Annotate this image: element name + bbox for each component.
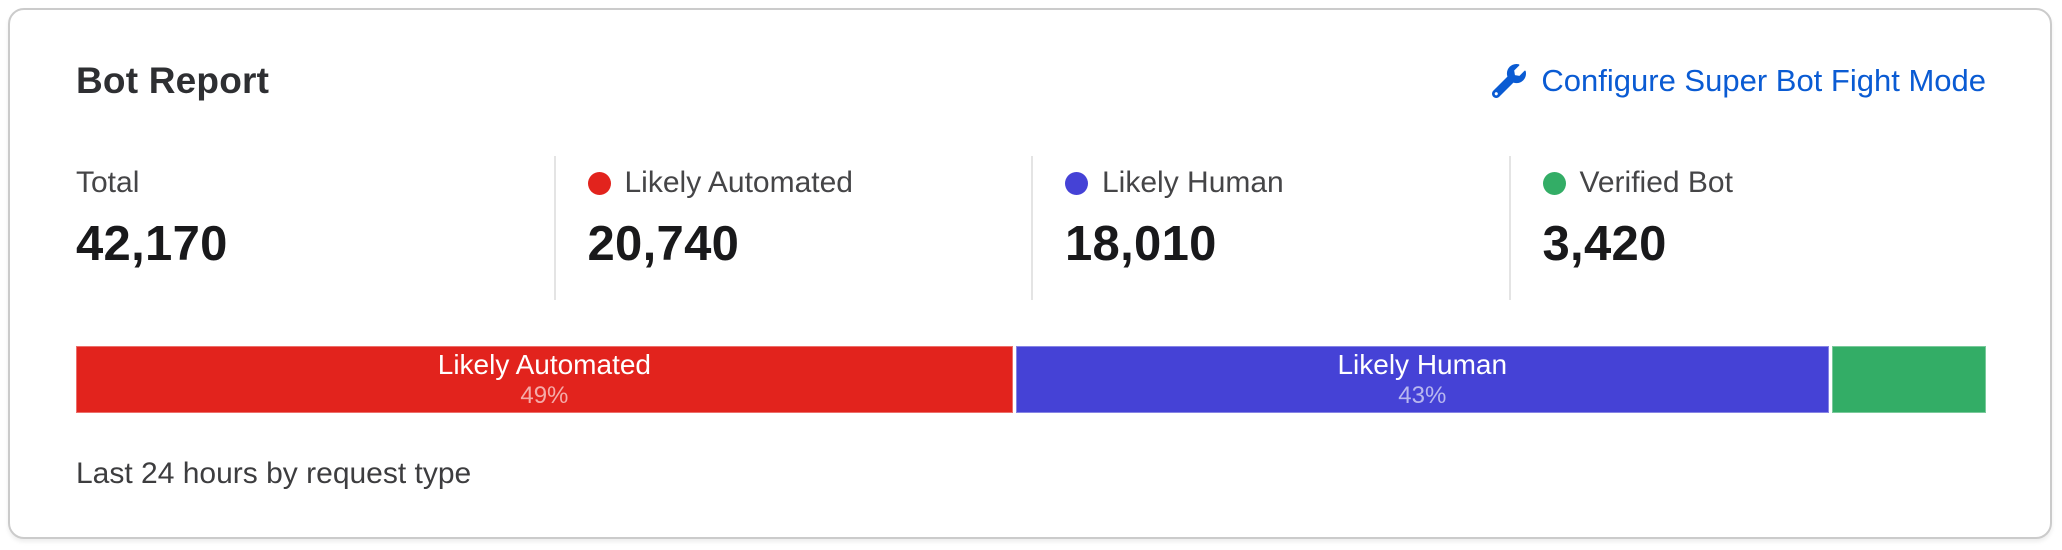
- stat-label: Verified Bot: [1579, 166, 1733, 199]
- stat-total: Total 42,170: [76, 156, 554, 300]
- stats-row: Total 42,170 Likely Automated 20,740 Lik…: [76, 156, 1986, 300]
- stat-total-value: 42,170: [76, 217, 228, 271]
- likely-human-dot-icon: [1065, 171, 1088, 195]
- segment-percent: 43%: [1398, 381, 1447, 409]
- stat-label: Likely Human: [1102, 166, 1284, 199]
- bar-segment-verified-bot[interactable]: [1831, 346, 1986, 413]
- segment-label: Likely Automated: [437, 349, 652, 381]
- stat-total-label-row: Total: [76, 166, 534, 200]
- stat-verified-bot: Verified Bot 3,420: [1508, 156, 1987, 300]
- verified-bot-dot-icon: [1542, 171, 1566, 195]
- configure-super-bot-fight-mode-link[interactable]: Configure Super Bot Fight Mode: [1492, 63, 1986, 99]
- configure-link-label: Configure Super Bot Fight Mode: [1541, 63, 1986, 98]
- bar-segment-likely-automated[interactable]: Likely Automated 49%: [76, 346, 1013, 413]
- stat-verified-bot-label-row: Verified Bot: [1542, 166, 1967, 200]
- stat-likely-human: Likely Human 18,010: [1031, 156, 1509, 300]
- stat-label: Total: [76, 166, 140, 199]
- stat-likely-automated-label-row: Likely Automated: [587, 166, 1012, 200]
- stat-likely-human-value: 18,010: [1065, 217, 1217, 271]
- stat-likely-automated-value: 20,740: [587, 217, 740, 271]
- stat-label: Likely Automated: [624, 166, 853, 199]
- segment-percent: 49%: [520, 381, 569, 409]
- bar-segment-likely-human[interactable]: Likely Human 43%: [1015, 346, 1829, 413]
- card-header: Bot Report Configure Super Bot Fight Mod…: [76, 60, 1986, 102]
- stat-likely-human-label-row: Likely Human: [1065, 166, 1489, 200]
- stacked-bar-chart: Likely Automated 49% Likely Human 43%: [76, 346, 1986, 413]
- wrench-icon: [1492, 64, 1527, 98]
- page-title: Bot Report: [76, 60, 270, 101]
- likely-automated-dot-icon: [587, 171, 611, 195]
- chart-caption: Last 24 hours by request type: [76, 457, 472, 490]
- stat-verified-bot-value: 3,420: [1542, 217, 1667, 271]
- segment-label: Likely Human: [1337, 349, 1508, 381]
- bot-report-card: Bot Report Configure Super Bot Fight Mod…: [8, 8, 2052, 539]
- stat-likely-automated: Likely Automated 20,740: [553, 156, 1032, 300]
